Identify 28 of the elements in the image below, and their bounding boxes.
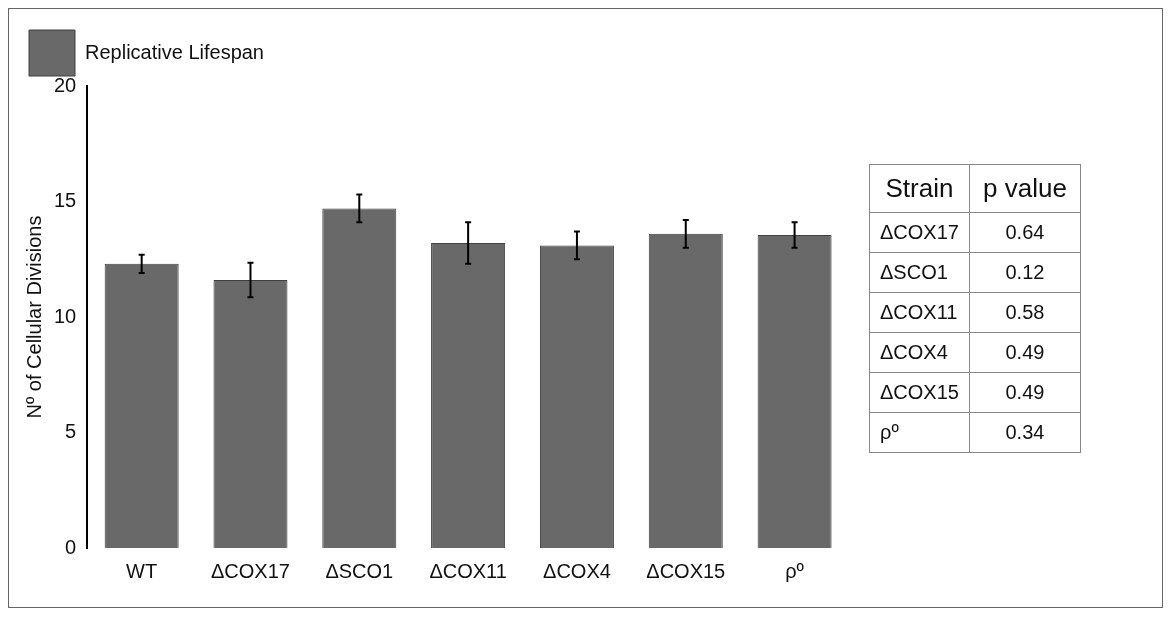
y-tick-label: 10 (54, 304, 77, 327)
x-tick-label: ΔCOX4 (543, 559, 611, 582)
text: 0.49 (969, 332, 1081, 372)
y-tick-label: 20 (54, 73, 77, 96)
y-axis-title: Nº of Cellular Divisions (22, 215, 45, 419)
text: 0.49 (969, 372, 1081, 412)
x-tick-label: ΔCOX15 (646, 559, 726, 582)
y-tick-label: 5 (65, 420, 77, 443)
text: ΔSCO1 (869, 252, 970, 292)
text: ΔCOX4 (869, 332, 970, 372)
y-tick-label: 15 (54, 189, 77, 212)
text: p value (969, 164, 1081, 212)
x-tick-label: ΔSCO1 (325, 559, 394, 582)
text: 0.64 (969, 212, 1081, 252)
text: 0.34 (969, 412, 1081, 452)
text: 0.58 (969, 292, 1081, 332)
text: ΔCOX11 (869, 292, 970, 332)
text: ρº (869, 412, 970, 452)
text: ΔCOX17 (869, 212, 970, 252)
text: ΔCOX15 (869, 372, 970, 412)
x-tick-label: ΔCOX11 (429, 559, 507, 582)
text: 0.12 (969, 252, 1081, 292)
text: Strain (869, 164, 970, 212)
x-tick-label: ρº (785, 559, 805, 582)
y-tick-label: 0 (65, 535, 77, 558)
x-tick-label: WT (126, 559, 158, 582)
legend-label: Replicative Lifespan (85, 40, 264, 63)
x-tick-label: ΔCOX17 (211, 559, 290, 582)
